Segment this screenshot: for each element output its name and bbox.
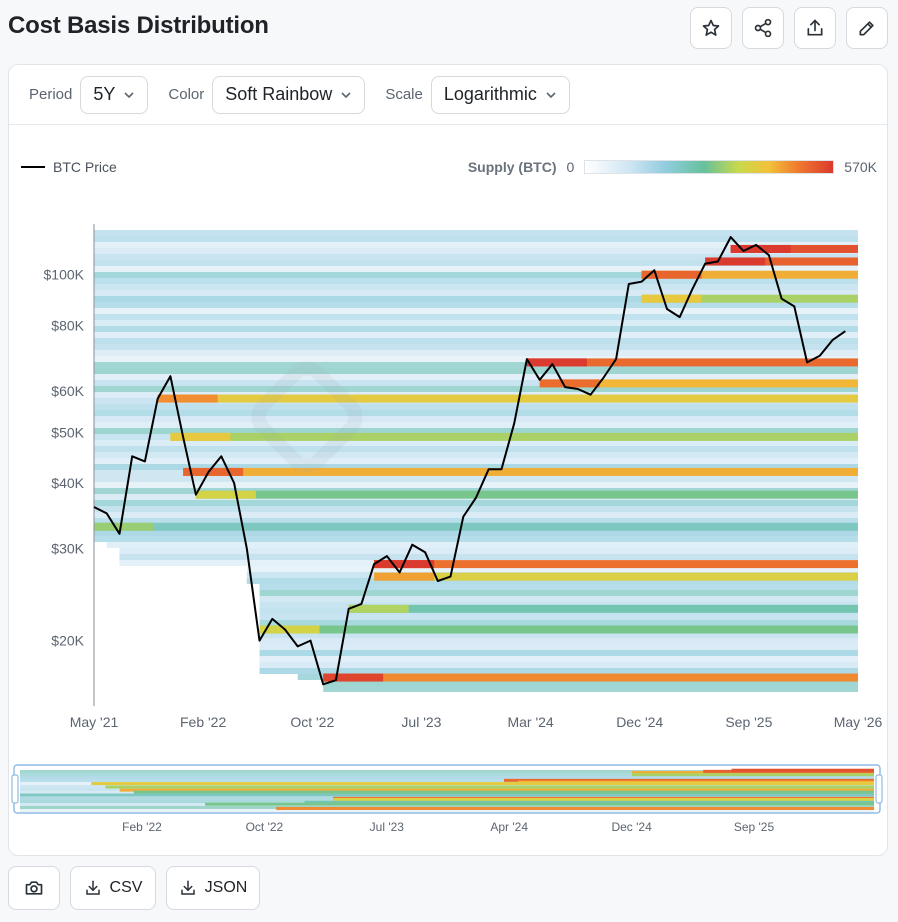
chevron-down-icon <box>124 91 134 98</box>
download-icon <box>85 880 100 895</box>
share-icon <box>754 18 772 38</box>
color-value: Soft Rainbow <box>225 84 333 104</box>
scale-label: Scale <box>385 86 423 103</box>
period-select[interactable]: 5Y <box>80 75 149 114</box>
chart-card: Period 5Y Color Soft Rainbow Scale Logar… <box>8 64 888 856</box>
price-legend-label: BTC Price <box>53 159 117 175</box>
favorite-button[interactable] <box>690 7 732 49</box>
export-button[interactable] <box>794 7 836 49</box>
edit-icon <box>859 21 874 36</box>
star-icon <box>702 19 720 36</box>
csv-label: CSV <box>109 879 143 896</box>
price-legend: BTC Price <box>21 159 117 175</box>
color-select[interactable]: Soft Rainbow <box>212 75 366 114</box>
period-label: Period <box>29 86 73 103</box>
camera-icon <box>25 881 43 895</box>
download-json-button[interactable]: JSON <box>166 866 260 910</box>
color-label: Color <box>168 86 205 103</box>
price-legend-swatch <box>21 166 45 168</box>
chart-controls: Period 5Y Color Soft Rainbow Scale Logar… <box>9 65 887 125</box>
share-button[interactable] <box>742 7 784 49</box>
period-value: 5Y <box>93 84 116 104</box>
edit-button[interactable] <box>846 7 888 49</box>
export-icon <box>807 19 823 36</box>
supply-legend: Supply (BTC) 0 570K <box>468 159 877 175</box>
chevron-down-icon <box>341 91 351 98</box>
page-title: Cost Basis Distribution <box>8 12 269 39</box>
supply-gradient-bar <box>584 160 835 174</box>
top-actions <box>690 7 888 49</box>
chevron-down-icon <box>546 91 556 98</box>
supply-legend-max: 570K <box>844 159 877 175</box>
scale-value: Logarithmic <box>443 84 537 104</box>
supply-legend-min: 0 <box>566 159 575 175</box>
scale-select[interactable]: Logarithmic <box>430 75 570 114</box>
supply-legend-label: Supply (BTC) <box>467 159 557 175</box>
download-csv-button[interactable]: CSV <box>70 866 156 910</box>
screenshot-button[interactable] <box>8 866 60 910</box>
json-label: JSON <box>204 879 248 896</box>
download-icon <box>180 880 195 895</box>
